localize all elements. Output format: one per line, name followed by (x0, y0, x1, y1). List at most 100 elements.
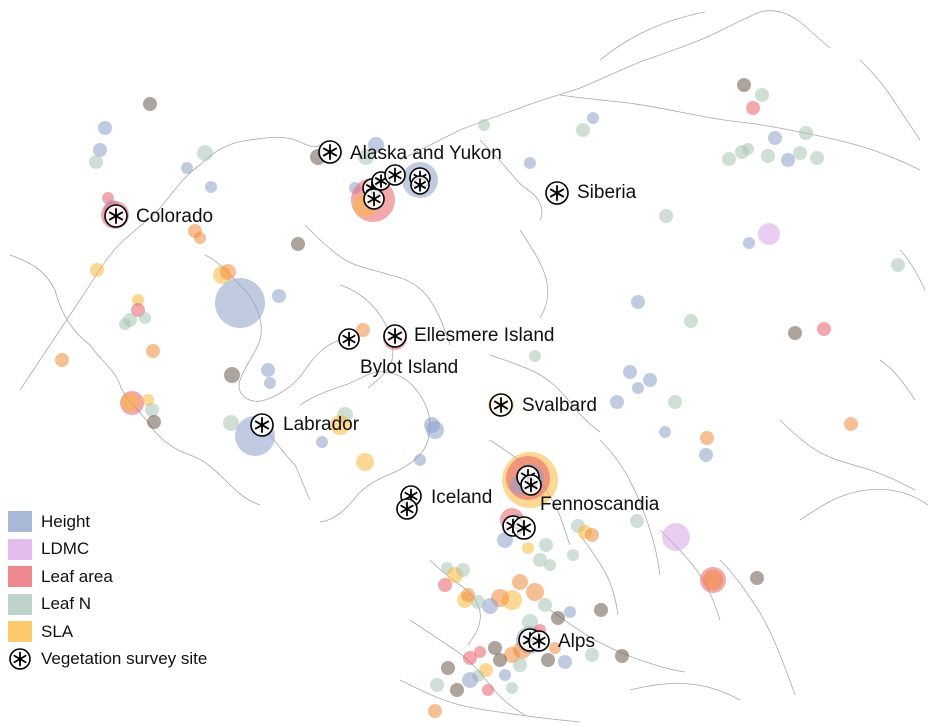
legend-item-leaf-n: Leaf N (8, 591, 207, 619)
site-label-alps: Alps (558, 631, 595, 652)
trait-point (529, 350, 541, 362)
site-label-fennoscandia: Fennoscandia (540, 494, 660, 515)
trait-point (659, 426, 671, 438)
trait-point (743, 237, 755, 249)
trait-point (261, 363, 275, 377)
trait-point (522, 614, 538, 630)
site-label-svalbard: Svalbard (522, 395, 597, 416)
trait-point (205, 181, 217, 193)
legend-swatch-leaf-n (8, 593, 32, 615)
trait-point (659, 209, 673, 223)
legend-label-sla: SLA (41, 621, 74, 641)
trait-point (430, 678, 444, 692)
trait-point (761, 149, 775, 163)
trait-point (891, 258, 905, 272)
trait-point (817, 322, 831, 336)
trait-point (90, 263, 104, 277)
trait-point (220, 264, 236, 280)
trait-point (844, 417, 858, 431)
trait-point (632, 382, 644, 394)
legend-swatch-leaf-area (8, 566, 32, 588)
trait-point (703, 570, 723, 590)
trait-point (722, 152, 736, 166)
legend-item-leaf-area: Leaf area (8, 563, 207, 591)
trait-point (799, 126, 813, 140)
trait-point (488, 641, 502, 655)
survey-site-marker (318, 140, 342, 164)
trait-point (742, 143, 754, 155)
trait-point (700, 431, 714, 445)
trait-point (441, 661, 455, 675)
trait-point (781, 153, 795, 167)
trait-point (316, 436, 328, 448)
trait-point (356, 323, 370, 337)
trait-point (737, 78, 751, 92)
trait-point (181, 162, 193, 174)
trait-point (513, 658, 527, 672)
trait-point (506, 682, 518, 694)
trait-point (541, 653, 555, 667)
trait-point (145, 403, 159, 417)
survey-site-marker (384, 164, 406, 186)
trait-point (564, 606, 576, 618)
trait-point (482, 684, 494, 696)
trait-point (143, 97, 157, 111)
trait-point (482, 598, 498, 614)
site-label-colorado: Colorado (136, 206, 213, 227)
trait-point (567, 549, 579, 561)
trait-point (746, 101, 760, 115)
legend-label-ldmc: LDMC (41, 539, 90, 559)
trait-point (810, 151, 824, 165)
trait-point (291, 237, 305, 251)
site-label-iceland: Iceland (431, 487, 492, 508)
survey-site-marker (363, 188, 385, 210)
legend-swatch-sla (8, 621, 32, 643)
trait-point (450, 683, 464, 697)
trait-point (576, 123, 590, 137)
trait-point (493, 653, 507, 667)
survey-site-marker (410, 175, 430, 195)
trait-point (98, 121, 112, 135)
trait-point (585, 648, 599, 662)
trait-point (684, 314, 698, 328)
legend-item-height: Height (8, 508, 207, 536)
trait-point (750, 571, 764, 585)
trait-point (142, 394, 154, 406)
trait-point (424, 417, 440, 433)
trait-point (121, 393, 139, 411)
legend-label-leaf-n: Leaf N (41, 594, 92, 614)
trait-point (462, 672, 478, 688)
trait-point (499, 669, 511, 681)
trait-point (643, 373, 657, 387)
trait-point (610, 395, 624, 409)
legend-item-survey: Vegetation survey site (8, 646, 207, 674)
trait-point (699, 448, 713, 462)
trait-point (55, 353, 69, 367)
survey-site-marker (489, 393, 513, 417)
trait-point (264, 377, 276, 389)
trait-point (147, 415, 161, 429)
legend-label-survey: Vegetation survey site (41, 649, 208, 669)
trait-point (93, 143, 107, 157)
trait-point (788, 326, 802, 340)
legend: Height LDMC Leaf area Leaf N SLA Vegetat… (8, 508, 207, 673)
survey-site-marker (528, 630, 550, 652)
trait-point (549, 642, 561, 654)
trait-point (224, 367, 240, 383)
trait-point (139, 312, 151, 324)
survey-site-marker (512, 516, 536, 540)
trait-point (428, 704, 442, 718)
trait-point (461, 588, 475, 602)
trait-point (414, 454, 426, 466)
legend-label-height: Height (41, 511, 91, 531)
trait-point (358, 149, 374, 165)
trait-point (330, 415, 350, 435)
trait-point (522, 542, 534, 554)
trait-point (356, 453, 374, 471)
trait-point (758, 223, 780, 245)
trait-point (623, 365, 637, 379)
survey-site-icon (9, 648, 31, 671)
trait-point (768, 131, 782, 145)
trait-point (132, 294, 144, 306)
site-label-siberia: Siberia (577, 182, 637, 203)
